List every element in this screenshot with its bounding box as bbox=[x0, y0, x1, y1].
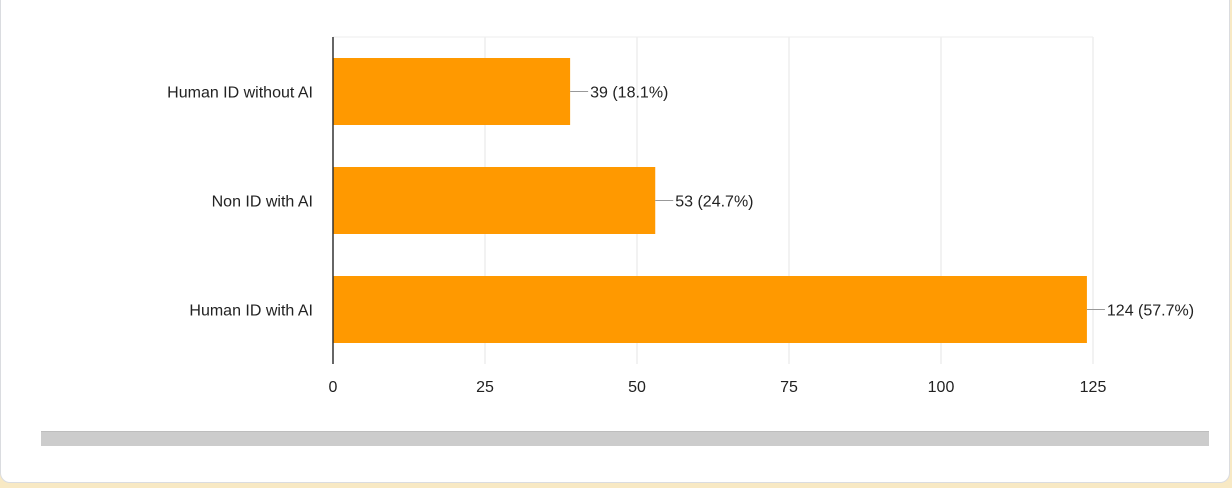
x-tick-label: 0 bbox=[329, 379, 338, 396]
horizontal-scrollbar[interactable] bbox=[41, 431, 1209, 446]
x-tick-label: 125 bbox=[1080, 379, 1107, 396]
bar bbox=[333, 276, 1087, 343]
x-tick-label: 50 bbox=[628, 379, 646, 396]
category-label: Human ID with AI bbox=[189, 303, 313, 320]
bar-chart: 0 25 50 75 100 125 Human ID without AI 39 (18.1… bbox=[167, 36, 1194, 396]
bar bbox=[333, 58, 571, 125]
category-label: Non ID with AI bbox=[212, 194, 313, 211]
labels: 0 25 50 75 100 125 Human ID without AI 39 (18.1… bbox=[167, 37, 1194, 396]
value-label: 124 (57.7%) bbox=[1107, 303, 1194, 320]
category-label: Human ID without AI bbox=[167, 85, 313, 102]
bar bbox=[333, 167, 656, 234]
grid-lines bbox=[333, 36, 1094, 364]
x-tick-label: 100 bbox=[928, 379, 955, 396]
value-label: 53 (24.7%) bbox=[675, 194, 753, 211]
x-tick-label: 25 bbox=[476, 379, 494, 396]
x-tick-label: 75 bbox=[780, 379, 798, 396]
bars bbox=[333, 58, 1087, 343]
value-label: 39 (18.1%) bbox=[590, 85, 668, 102]
